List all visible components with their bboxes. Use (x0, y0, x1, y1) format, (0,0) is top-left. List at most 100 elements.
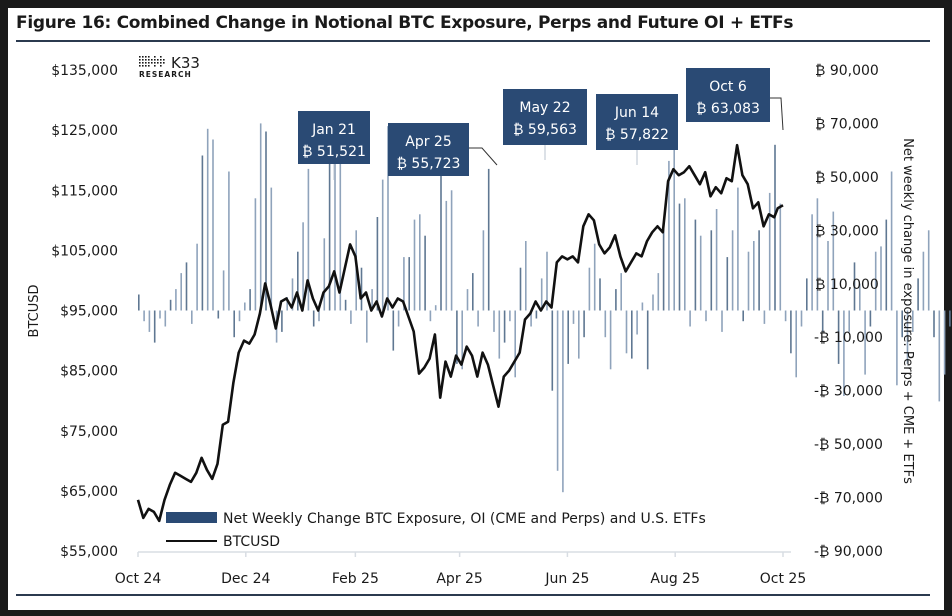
bar (646, 310, 649, 370)
bar (138, 294, 140, 311)
bar (917, 278, 919, 311)
bar (721, 310, 723, 332)
bar (652, 294, 654, 311)
bar (795, 310, 797, 378)
bar (827, 241, 829, 311)
bar (169, 299, 172, 311)
annotation-date: Jun 14 (614, 105, 659, 121)
annotation-value: ₿ 55,723 (397, 156, 461, 172)
bar (578, 310, 580, 359)
logo-dot (157, 59, 159, 61)
bar (662, 225, 665, 311)
right-tick-label: -₿ 10,000 (814, 330, 883, 346)
bar (641, 302, 644, 311)
bar (800, 310, 803, 327)
left-tick-label: $75,000 (60, 424, 118, 440)
bar (705, 310, 707, 322)
bar (477, 310, 479, 327)
bar (901, 310, 903, 338)
bar (906, 310, 909, 364)
logo-brand: K33 (171, 54, 200, 72)
figure-title: Figure 16: Combined Change in Notional B… (16, 13, 794, 33)
bar (238, 310, 241, 322)
bar (392, 310, 395, 351)
legend-bar-swatch (166, 512, 217, 523)
bar (912, 310, 914, 332)
bar (307, 168, 310, 311)
bar (790, 310, 792, 354)
logo-dot (139, 59, 141, 61)
bar (546, 251, 548, 311)
bar (519, 267, 522, 311)
annotation-box (686, 68, 770, 122)
right-tick-label: -₿ 50,000 (814, 437, 883, 453)
bar (753, 241, 755, 311)
bar (461, 310, 463, 370)
bar (286, 297, 288, 311)
bar (525, 241, 527, 311)
annotation-leader (469, 147, 498, 166)
bar (742, 310, 744, 322)
bar (684, 198, 686, 311)
bar (615, 289, 617, 311)
bar (567, 310, 569, 364)
bar (949, 310, 951, 327)
bar (562, 310, 564, 493)
bar (737, 187, 739, 311)
bar (233, 310, 235, 338)
right-tick-label: ₿ 10,000 (815, 277, 879, 293)
annotation-callout: Oct 6 ₿ 63,083 (686, 68, 784, 131)
bar (472, 273, 474, 311)
logo-dot (154, 56, 156, 58)
bar (175, 289, 177, 311)
bar (159, 310, 161, 319)
bar (678, 203, 681, 311)
bar (270, 187, 273, 311)
logo-dot (142, 59, 144, 61)
bar (153, 310, 156, 343)
annotation-box (503, 89, 587, 145)
bar (148, 310, 151, 332)
logo-dot (148, 65, 150, 67)
bar (588, 267, 591, 311)
bar (419, 214, 421, 311)
right-tick-label: ₿ 50,000 (815, 170, 879, 186)
bar (206, 128, 209, 311)
bar (482, 230, 485, 311)
bar (784, 310, 787, 322)
k33-research-logo: K33 RESEARCH (139, 54, 200, 79)
bar (228, 171, 230, 311)
bar (180, 273, 182, 311)
logo-dot (160, 62, 162, 64)
left-tick-label: $125,000 (51, 123, 118, 139)
bar (927, 230, 930, 311)
logo-dot (142, 65, 144, 67)
bar (843, 310, 845, 396)
btcusd-line (136, 143, 784, 523)
logo-dot (145, 62, 147, 64)
left-tick-label: $135,000 (51, 63, 118, 79)
x-tick-label: Oct 24 (115, 571, 162, 587)
left-tick-label: $115,000 (51, 183, 118, 199)
annotation-date: Apr 25 (405, 134, 451, 150)
annotation-callout: Jun 14 ₿ 57,822 (596, 94, 678, 165)
left-axis: $135,000 $125,000 $115,000 $105,000 $95,000 $… (51, 63, 118, 560)
annotation-date: Oct 6 (709, 79, 747, 95)
bar (366, 310, 368, 343)
bar (456, 310, 458, 364)
logo-dot (157, 62, 159, 64)
bar (217, 310, 220, 319)
legend-bar-label: Net Weekly Change BTC Exposure, OI (CME … (223, 511, 706, 527)
bar (768, 192, 771, 311)
bar (164, 310, 167, 327)
logo-dot (139, 65, 141, 67)
annotation-date: Jan 21 (311, 122, 356, 138)
bar (848, 310, 850, 332)
right-tick-label: -₿ 30,000 (814, 384, 883, 400)
logo-dot (142, 62, 144, 64)
right-axis: ₿ 90,000 ₿ 70,000 ₿ 50,000 ₿ 30,000 ₿ 10,000… (814, 63, 883, 560)
annotations: Jan 21 ₿ 51,521 Apr 25 ₿ 55,723 May 22 ₿ 59,5… (298, 68, 784, 180)
x-tick-label: Feb 25 (332, 571, 379, 587)
bar (869, 310, 872, 327)
logo-dot (160, 65, 162, 67)
